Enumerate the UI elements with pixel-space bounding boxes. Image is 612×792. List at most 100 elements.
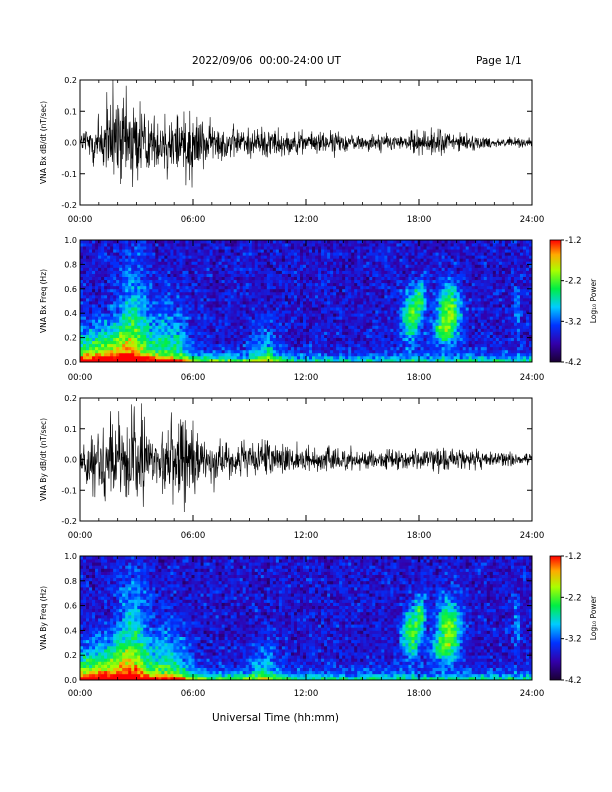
spectrogram-cell xyxy=(342,273,346,277)
spectrogram-cell xyxy=(378,304,382,308)
spectrogram-cell xyxy=(269,273,274,277)
spectrogram-cell xyxy=(158,240,162,244)
spectrogram-cell xyxy=(215,307,220,311)
spectrogram-cell xyxy=(206,243,210,247)
spectrogram-cell xyxy=(104,264,108,268)
spectrogram-cell xyxy=(149,325,153,329)
spectrogram-cell xyxy=(296,358,301,363)
spectrogram-cell xyxy=(302,258,307,262)
spectrogram-cell xyxy=(83,316,87,320)
spectrogram-cell xyxy=(354,340,358,345)
spectrogram-cell xyxy=(161,358,165,363)
spectrogram-cell xyxy=(429,349,433,354)
spectrogram-cell xyxy=(284,273,289,277)
spectrogram-cell xyxy=(119,270,123,274)
spectrogram-cell xyxy=(95,279,99,284)
spectrogram-cell xyxy=(263,355,268,360)
spectrogram-cell xyxy=(378,349,382,354)
spectrogram-cell xyxy=(92,319,96,323)
spectrogram-cell xyxy=(357,328,361,332)
spectrogram-cell xyxy=(399,279,403,284)
spectrogram-cell xyxy=(254,270,259,274)
spectrogram-cell xyxy=(312,297,316,302)
spectrogram-cell xyxy=(122,346,126,351)
spectrogram-cell xyxy=(110,243,114,247)
spectrogram-cell xyxy=(375,319,379,323)
spectrogram-cell xyxy=(206,355,210,360)
spectrogram-cell xyxy=(306,337,310,342)
spectrogram-cell xyxy=(275,355,280,360)
spectrogram-cell xyxy=(363,313,367,317)
spectrogram-cell xyxy=(158,304,162,308)
spectrogram-cell xyxy=(242,319,247,323)
spectrogram-cell xyxy=(281,288,286,293)
spectrogram-cell xyxy=(119,358,123,363)
spectrogram-cell xyxy=(272,276,277,281)
spectrogram-cell xyxy=(155,264,159,268)
spectrogram-cell xyxy=(215,282,220,287)
spectrogram-cell xyxy=(131,276,135,281)
spectrogram-cell xyxy=(354,276,358,281)
spectrogram-cell xyxy=(393,346,397,351)
spectrogram-cell xyxy=(266,246,271,250)
spectrogram-cell xyxy=(206,301,210,305)
spectrogram-cell xyxy=(95,261,99,265)
spectrogram-cell xyxy=(218,331,223,335)
spectrogram-cell xyxy=(390,340,394,345)
spectrogram-cell xyxy=(429,297,433,302)
spectrogram-cell xyxy=(432,291,436,296)
spectrogram-cell xyxy=(170,291,174,296)
spectrogram-cell xyxy=(393,246,397,250)
spectrogram-cell xyxy=(302,252,307,256)
spectrogram-cell xyxy=(393,331,397,335)
spectrogram-cell xyxy=(302,282,307,287)
spectrogram-cell xyxy=(203,355,207,360)
spectrogram-cell xyxy=(146,291,150,296)
spectrogram-cell xyxy=(357,252,361,256)
spectrogram-cell xyxy=(321,331,325,335)
spectrogram-cell xyxy=(429,319,433,323)
spectrogram-cell xyxy=(173,325,177,329)
spectrogram-cell xyxy=(203,294,207,299)
spectrogram-cell xyxy=(351,322,355,326)
spectrogram-cell xyxy=(224,285,229,290)
spectrogram-cell xyxy=(324,276,328,281)
spectrogram-cell xyxy=(411,276,415,281)
spectrogram-cell xyxy=(218,322,223,326)
spectrogram-cell xyxy=(80,288,84,293)
spectrogram-cell xyxy=(242,267,247,271)
spectrogram-cell xyxy=(173,297,177,302)
spectrogram-cell xyxy=(137,343,141,348)
spectrogram-cell xyxy=(360,328,364,332)
spectrogram-cell xyxy=(86,297,90,302)
spectrogram-cell xyxy=(170,240,174,244)
spectrogram-cell xyxy=(254,334,259,338)
spectrogram-cell xyxy=(128,267,132,271)
spectrogram-cell xyxy=(137,319,141,323)
spectrogram-cell xyxy=(173,331,177,335)
spectrogram-cell xyxy=(179,294,183,299)
spectrogram-cell xyxy=(140,340,144,345)
spectrogram-cell xyxy=(131,340,135,345)
spectrogram-cell xyxy=(339,291,343,296)
spectrogram-cell xyxy=(315,267,319,271)
spectrogram-cell xyxy=(230,255,235,259)
spectrogram-cell xyxy=(369,258,373,262)
spectrogram-cell xyxy=(411,261,415,265)
spectrogram-cell xyxy=(182,307,186,311)
spectrogram-cell xyxy=(203,340,207,345)
spectrogram-cell xyxy=(119,328,123,332)
spectrogram-cell xyxy=(167,313,171,317)
spectrogram-cell xyxy=(312,291,316,296)
spectrogram-cell xyxy=(426,240,430,244)
spectrogram-cell xyxy=(206,340,210,345)
spectrogram-cell xyxy=(312,243,316,247)
spectrogram-cell xyxy=(363,276,367,281)
spectrogram-cell xyxy=(215,267,220,271)
spectrogram-cell xyxy=(435,322,439,326)
spectrogram-cell xyxy=(170,246,174,250)
spectrogram-cell xyxy=(299,358,304,363)
spectrogram-cell xyxy=(327,288,331,293)
spectrogram-cell xyxy=(233,343,238,348)
spectrogram-cell xyxy=(134,304,138,308)
